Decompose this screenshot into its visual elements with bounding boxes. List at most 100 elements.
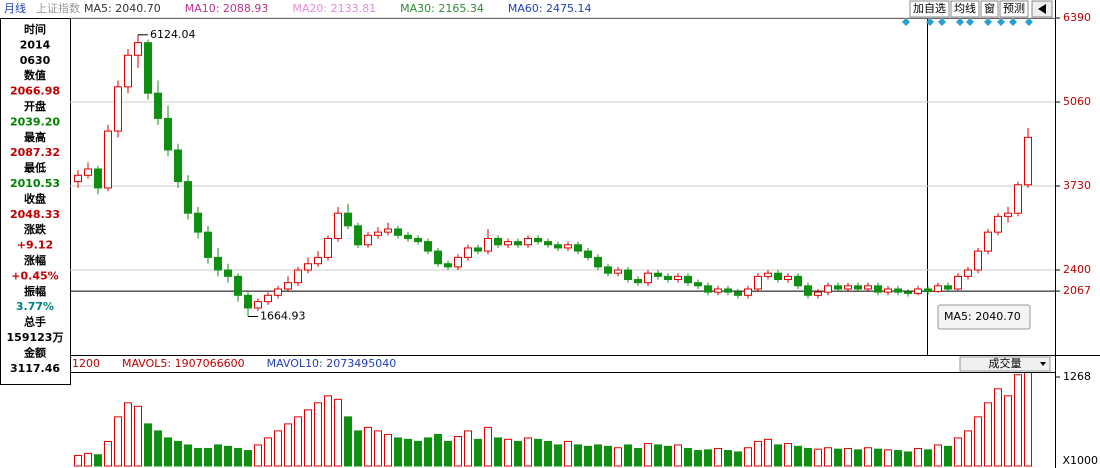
volume-bar xyxy=(264,437,272,467)
candle-body xyxy=(174,149,182,183)
volume-bar xyxy=(424,437,432,467)
candle-body xyxy=(714,288,722,293)
volume-bar xyxy=(844,447,852,467)
volume-bar xyxy=(284,423,292,467)
toolbar-button[interactable]: 加自选 xyxy=(913,2,946,15)
volume-bar xyxy=(334,398,342,467)
volume-bar xyxy=(94,454,102,467)
ma-legend: MA30: 2165.34 xyxy=(400,2,484,15)
volume-bar xyxy=(294,416,302,467)
candle-body xyxy=(994,215,1002,233)
volume-bar xyxy=(324,395,332,467)
candle-body xyxy=(304,263,312,271)
volume-bar xyxy=(634,447,642,467)
sidebar-item: 最高 xyxy=(24,130,46,144)
volume-bar xyxy=(644,443,652,467)
volume-bar xyxy=(494,437,502,467)
candle-body xyxy=(594,256,602,268)
sidebar-item: 开盘 xyxy=(24,99,46,113)
candle-body xyxy=(444,263,452,268)
volume-bar xyxy=(374,430,382,467)
indicator-select[interactable] xyxy=(959,356,1051,372)
volume-bars xyxy=(74,373,1032,467)
volume-bar xyxy=(994,388,1002,467)
volume-bar xyxy=(864,447,872,467)
candle-body xyxy=(634,279,642,284)
candle-body xyxy=(894,288,902,293)
volume-bar xyxy=(124,402,132,467)
volume-bar xyxy=(314,402,322,467)
ma-legend: MA5: 2040.70 xyxy=(84,2,161,15)
candle-body xyxy=(554,244,562,249)
volume-bar xyxy=(584,445,592,467)
candle-body xyxy=(194,212,202,233)
volume-bar xyxy=(484,426,492,467)
tooltip-box xyxy=(937,304,1031,330)
toolbar-button[interactable]: 均线 xyxy=(954,1,976,15)
candle-body xyxy=(164,117,172,151)
candle-body xyxy=(984,231,992,252)
candle-body xyxy=(374,231,382,236)
sidebar-item: 数值 xyxy=(24,68,46,82)
candle-body xyxy=(254,301,262,309)
volume-bar xyxy=(74,454,82,467)
candle-body xyxy=(504,241,512,246)
sidebar-item: 159123万 xyxy=(7,331,64,344)
volume-bar xyxy=(834,448,842,467)
volume-bar xyxy=(524,437,532,467)
candle-body xyxy=(884,288,892,293)
candle-body xyxy=(824,285,832,293)
markers xyxy=(902,18,1033,26)
sidebar-item: 总手 xyxy=(24,315,46,329)
volume-bar xyxy=(454,436,462,467)
candle-body xyxy=(244,294,252,309)
volume-bar xyxy=(164,437,172,467)
volume-bar xyxy=(144,423,152,467)
volume-bar xyxy=(394,437,402,467)
sidebar xyxy=(0,18,71,385)
candle-body xyxy=(584,250,592,258)
toolbar-button[interactable]: 窗 xyxy=(984,1,995,15)
candle-body xyxy=(474,247,482,252)
candle-body xyxy=(124,54,132,88)
volume-bar xyxy=(814,448,822,467)
candle-body xyxy=(344,212,352,227)
candle-body xyxy=(854,285,862,290)
candle-body xyxy=(744,288,752,296)
candle-body xyxy=(84,168,92,176)
volume-bar xyxy=(434,433,442,467)
sidebar-item: 3.77% xyxy=(16,300,54,313)
sidebar-item: 涨跌 xyxy=(24,222,47,236)
candle-body xyxy=(394,228,402,236)
candle-body xyxy=(284,282,292,290)
annotation: 1664.93 xyxy=(260,309,306,322)
candle-body xyxy=(234,275,242,296)
volume-bar xyxy=(684,447,692,467)
sidebar-item: 涨幅 xyxy=(24,253,46,267)
volume-bar xyxy=(544,440,552,467)
candle-body xyxy=(114,86,122,132)
candle-body xyxy=(364,234,372,246)
candle-body xyxy=(184,181,192,214)
volume-bar xyxy=(204,447,212,467)
volume-bar xyxy=(414,440,422,467)
volume-bar xyxy=(304,409,312,467)
candle-body xyxy=(294,269,302,284)
volume-bar xyxy=(984,402,992,467)
volume-bar xyxy=(664,445,672,467)
volume-bar xyxy=(744,447,752,467)
sidebar-item: 最低 xyxy=(24,161,46,175)
volume-bar xyxy=(764,438,772,467)
period-label[interactable]: 月线 xyxy=(4,1,26,15)
candle-body xyxy=(544,241,552,246)
candle-body xyxy=(674,275,682,281)
volume-bar xyxy=(564,440,572,467)
volume-bar xyxy=(884,449,892,467)
candle-body xyxy=(324,237,332,258)
candle-body xyxy=(574,244,582,252)
candle-body xyxy=(1024,136,1032,186)
candle-body xyxy=(334,212,342,239)
candle-body xyxy=(934,285,942,293)
toolbar-button[interactable]: 预测 xyxy=(1003,2,1025,15)
